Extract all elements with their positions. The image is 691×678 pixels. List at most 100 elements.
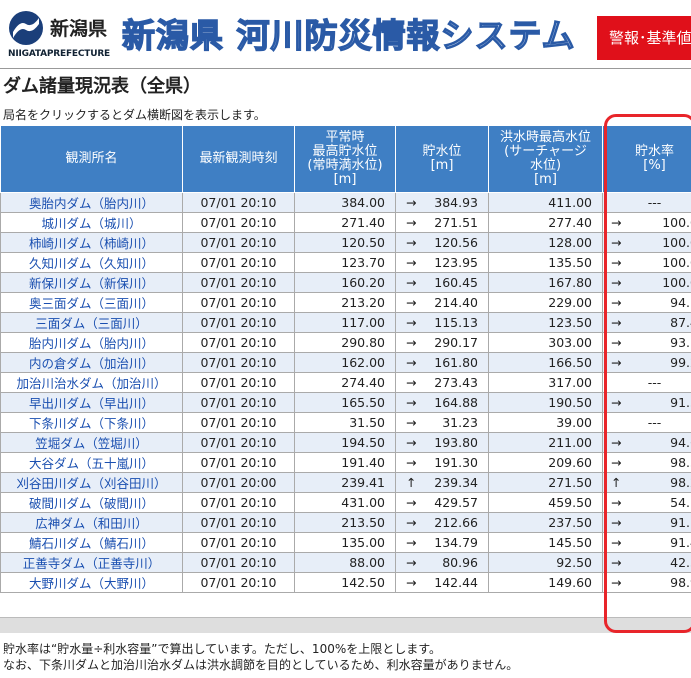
station-name-link[interactable]: 大谷ダム（五十嵐川） [0, 452, 183, 473]
station-name-link[interactable]: 三面ダム（三面川） [0, 312, 183, 333]
observation-time: 07/01 20:10 [182, 272, 295, 293]
storage-rate-value: 98.5 [670, 455, 691, 470]
storage-rate-value: 100.0 [662, 255, 691, 270]
trend-arrow-icon: → [406, 535, 417, 550]
trend-arrow-icon: → [611, 355, 622, 370]
station-name-link[interactable]: 奥三面ダム（三面川） [0, 292, 183, 313]
normal-max-level-value: 194.50 [294, 432, 396, 453]
flood-max-level-value: 277.40 [488, 212, 603, 233]
observation-time: 07/01 20:10 [182, 572, 295, 593]
station-name-link[interactable]: 正善寺ダム（正善寺川） [0, 552, 183, 573]
table-row: 奥三面ダム（三面川） 07/01 20:10 213.20 → 214.40 229.00… [0, 292, 691, 313]
station-name-link[interactable]: 下条川ダム（下条川） [0, 412, 183, 433]
storage-rate-cell: --- [602, 192, 691, 213]
instruction-text: 局名をクリックするとダム横断図を表示します。 [3, 108, 266, 122]
station-name-link[interactable]: 内の倉ダム（加治川） [0, 352, 183, 373]
storage-rate-cell: → 100.0 [602, 272, 691, 293]
storage-rate-value: 94.6 [670, 435, 691, 450]
table-scrollbar-band[interactable] [0, 617, 691, 633]
storage-rate-cell: → 54.1 [602, 492, 691, 513]
observation-time: 07/01 20:10 [182, 372, 295, 393]
normal-max-level-value: 160.20 [294, 272, 396, 293]
station-name-link[interactable]: 城川ダム（城川） [0, 212, 183, 233]
observation-time: 07/01 20:10 [182, 292, 295, 313]
normal-max-level-value: 117.00 [294, 312, 396, 333]
storage-rate-cell: → 100.0 [602, 252, 691, 273]
observation-time: 07/01 20:10 [182, 492, 295, 513]
storage-rate-cell: --- [602, 372, 691, 393]
station-name-link[interactable]: 久知川ダム（久知川） [0, 252, 183, 273]
footnote-no-capacity: なお、下条川ダムと加治川治水ダムは洪水調節を目的としているため、利水容量がありま… [3, 658, 519, 672]
storage-level-value: 290.17 [434, 335, 478, 350]
site-header: 新潟県 NIIGATAPREFECTURE 新潟県 河川防災情報システム 警報･… [0, 0, 691, 66]
storage-rate-value: 100.0 [662, 275, 691, 290]
station-name-link[interactable]: 奥胎内ダム（胎内川） [0, 192, 183, 213]
station-name-link[interactable]: 柿崎川ダム（柿崎川） [0, 232, 183, 253]
trend-arrow-icon: → [406, 255, 417, 270]
table-row: 早出川ダム（早出川） 07/01 20:10 165.50 → 164.88 190.50… [0, 392, 691, 413]
station-name-link[interactable]: 広神ダム（和田川） [0, 512, 183, 533]
observation-time: 07/01 20:10 [182, 252, 295, 273]
storage-rate-value: --- [647, 415, 662, 430]
observation-time: 07/01 20:10 [182, 392, 295, 413]
table-row: 下条川ダム（下条川） 07/01 20:10 31.50 → 31.23 39.00 --- [0, 412, 691, 433]
storage-rate-value: 93.7 [670, 335, 691, 350]
trend-arrow-icon: → [406, 415, 417, 430]
storage-level-cell: → 191.30 [395, 452, 489, 473]
flood-max-level-value: 271.50 [488, 472, 603, 493]
table-row: 正善寺ダム（正善寺川） 07/01 20:10 88.00 → 80.96 92.50 → 4… [0, 552, 691, 573]
storage-rate-cell: → 93.7 [602, 332, 691, 353]
trend-arrow-icon: → [611, 395, 622, 410]
storage-level-value: 239.34 [434, 475, 478, 490]
trend-arrow-icon: → [406, 335, 417, 350]
observation-time: 07/01 20:10 [182, 512, 295, 533]
storage-rate-value: --- [647, 195, 662, 210]
station-name-link[interactable]: 刈谷田川ダム（刈谷田川） [0, 472, 183, 493]
storage-level-value: 429.57 [434, 495, 478, 510]
observation-time: 07/01 20:10 [182, 212, 295, 233]
flood-max-level-value: 459.50 [488, 492, 603, 513]
flood-max-level-value: 92.50 [488, 552, 603, 573]
storage-level-cell: ↑ 239.34 [395, 472, 489, 493]
trend-arrow-icon: → [611, 215, 622, 230]
observation-time: 07/01 20:10 [182, 412, 295, 433]
normal-max-level-value: 123.70 [294, 252, 396, 273]
station-name-link[interactable]: 大野川ダム（大野川） [0, 572, 183, 593]
trend-arrow-icon: → [611, 535, 622, 550]
trend-arrow-icon: → [611, 335, 622, 350]
observation-time: 07/01 20:10 [182, 552, 295, 573]
flood-max-level-value: 166.50 [488, 352, 603, 373]
station-name-link[interactable]: 鯖石川ダム（鯖石川） [0, 532, 183, 553]
observation-time: 07/01 20:10 [182, 192, 295, 213]
table-row: 新保川ダム（新保川） 07/01 20:10 160.20 → 160.45 167.80… [0, 272, 691, 293]
trend-arrow-icon: ↑ [406, 475, 417, 490]
station-name-link[interactable]: 笠堀ダム（笠堀川） [0, 432, 183, 453]
storage-level-cell: → 80.96 [395, 552, 489, 573]
storage-level-value: 31.23 [442, 415, 478, 430]
station-name-link[interactable]: 破間川ダム（破間川） [0, 492, 183, 513]
normal-max-level-value: 88.00 [294, 552, 396, 573]
station-name-link[interactable]: 新保川ダム（新保川） [0, 272, 183, 293]
site-title: 新潟県 河川防災情報システム [121, 15, 576, 55]
storage-rate-cell: → 100.0 [602, 212, 691, 233]
niigata-logo[interactable]: 新潟県 NIIGATAPREFECTURE [8, 8, 116, 60]
storage-level-cell: → 160.45 [395, 272, 489, 293]
storage-rate-value: --- [647, 375, 662, 390]
trend-arrow-icon: → [406, 575, 417, 590]
station-name-link[interactable]: 早出川ダム（早出川） [0, 392, 183, 413]
storage-rate-value: 91.4 [670, 535, 691, 550]
warning-standard-button[interactable]: 警報･基準値 [597, 16, 691, 60]
station-name-link[interactable]: 胎内川ダム（胎内川） [0, 332, 183, 353]
storage-rate-cell: → 99.2 [602, 352, 691, 373]
storage-level-cell: → 142.44 [395, 572, 489, 593]
trend-arrow-icon: → [611, 555, 622, 570]
table-row: 胎内川ダム（胎内川） 07/01 20:10 290.80 → 290.17 303.00… [0, 332, 691, 353]
normal-max-level-value: 213.50 [294, 512, 396, 533]
table-row: 笠堀ダム（笠堀川） 07/01 20:10 194.50 → 193.80 211.00 →… [0, 432, 691, 453]
storage-rate-cell: → 87.4 [602, 312, 691, 333]
storage-rate-value: 91.7 [670, 515, 691, 530]
header-storage-rate: 貯水率 [%] [602, 125, 691, 193]
storage-level-cell: → 164.88 [395, 392, 489, 413]
station-name-link[interactable]: 加治川治水ダム（加治川） [0, 372, 183, 393]
storage-level-cell: → 120.56 [395, 232, 489, 253]
